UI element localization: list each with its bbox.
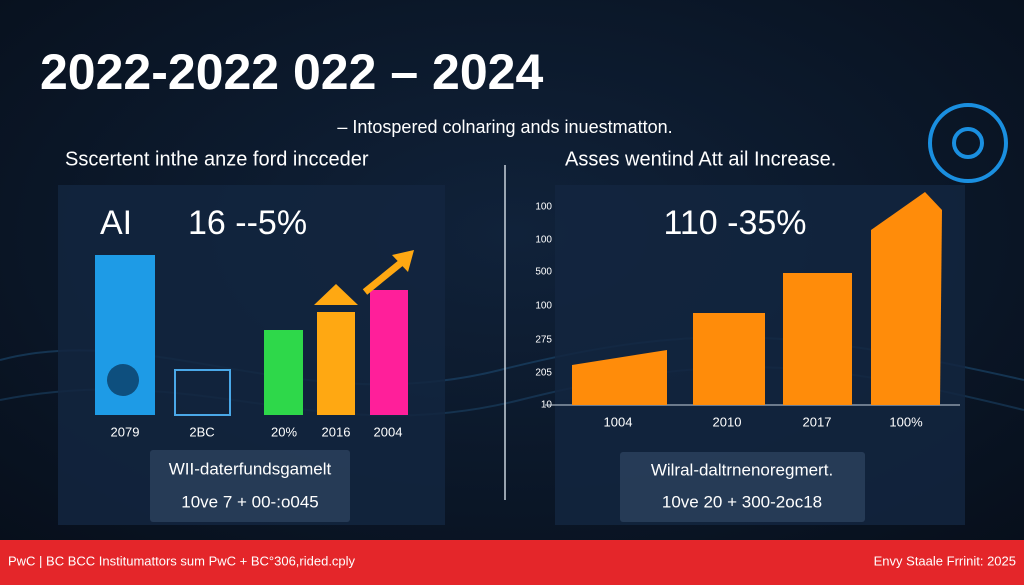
axis-label: 275 xyxy=(535,335,552,346)
bar xyxy=(572,350,667,405)
heading: Asses wentind Att ail Increase. xyxy=(565,148,836,170)
subtitle: – Intospered colnaring ands inuestmatton… xyxy=(337,117,672,137)
caption: WII-daterfundsgamelt xyxy=(169,459,332,478)
bar xyxy=(783,273,852,405)
axis-label: 205 xyxy=(535,368,552,379)
category: 1004 xyxy=(604,414,633,429)
icon xyxy=(952,127,984,159)
title: 2022-2022 022 – 2024 xyxy=(40,44,543,100)
label: AI xyxy=(100,204,132,242)
arrow xyxy=(314,284,358,305)
caption-box xyxy=(150,450,350,522)
caption-box xyxy=(620,452,865,522)
arrow xyxy=(362,259,405,295)
bar xyxy=(264,330,303,415)
metric: 110 -35% xyxy=(663,204,806,242)
icon xyxy=(107,364,139,396)
category: 2079 xyxy=(111,424,140,439)
caption: Wilral-daltrnenoregmert. xyxy=(651,460,833,479)
category: 2017 xyxy=(803,414,832,429)
metric: 16 --5% xyxy=(188,204,307,242)
bar xyxy=(871,192,942,405)
heading: Sscertent inthe anze ford incceder xyxy=(65,148,369,170)
axis-label: 100 xyxy=(535,202,552,213)
footer-bar xyxy=(0,540,1024,585)
icon xyxy=(174,369,231,416)
axis-label: 500 xyxy=(535,267,552,278)
bar xyxy=(317,312,355,415)
category: 100% xyxy=(889,414,923,429)
category: 2016 xyxy=(322,424,351,439)
axis-label: 100 xyxy=(535,235,552,246)
category: 2010 xyxy=(713,414,742,429)
axis-label: 100 xyxy=(535,301,552,312)
footer-right: Envy Staale Frrinit: 2025 xyxy=(874,553,1016,568)
category: 2BC xyxy=(189,424,214,439)
footer-left: PwC | BC BCC Institumattors sum PwC + BC… xyxy=(8,553,356,568)
icon xyxy=(928,103,1008,183)
category: 20% xyxy=(271,424,297,439)
caption: 10ve 20 + 300-2oc18 xyxy=(662,492,822,511)
bar xyxy=(693,313,765,405)
arrow xyxy=(392,250,414,272)
category: 2004 xyxy=(374,424,403,439)
bar xyxy=(370,290,408,415)
caption: 10ve 7 + 00-:o045 xyxy=(181,492,319,511)
